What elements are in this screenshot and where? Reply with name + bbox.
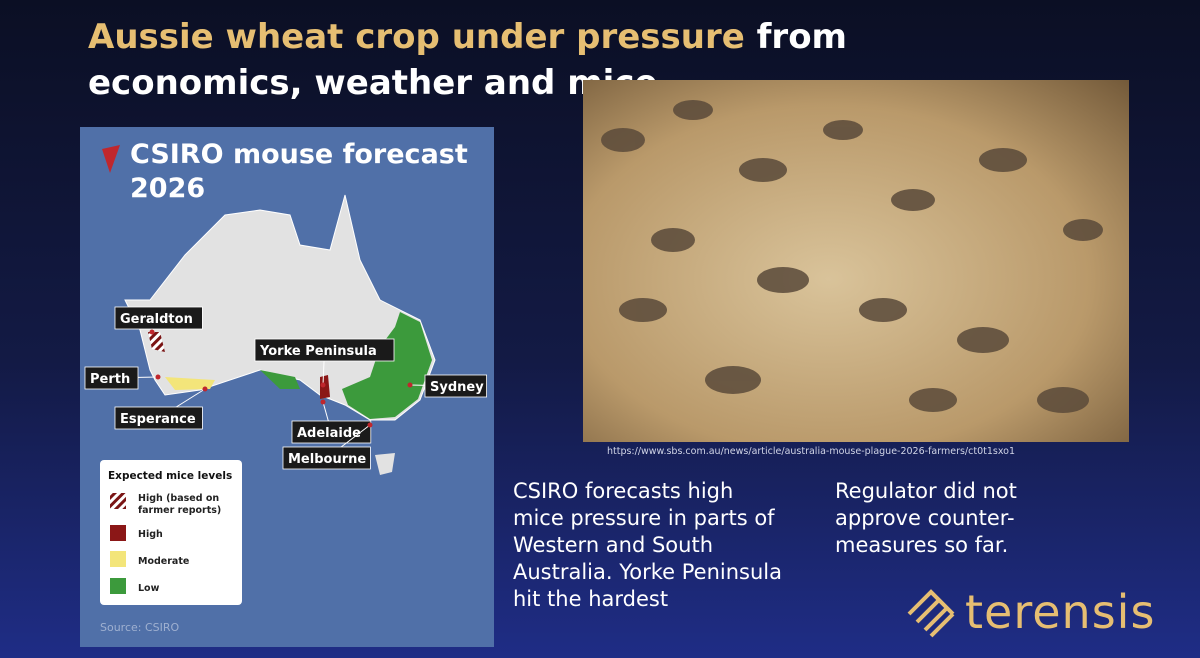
place-label: Sydney — [430, 380, 484, 395]
legend-title: Expected mice levels — [108, 470, 232, 482]
place-label: Adelaide — [297, 426, 361, 441]
australia-shape — [124, 194, 436, 421]
legend-item: High — [138, 529, 163, 540]
hatched-region — [148, 332, 165, 352]
low-region — [342, 312, 432, 419]
moderate-region — [165, 377, 215, 390]
city-dot — [155, 374, 161, 380]
place-label: Melbourne — [288, 452, 366, 467]
map-title: CSIRO mouse forecast 2026 — [130, 139, 468, 204]
photo-caption: https://www.sbs.com.au/news/article/aust… — [606, 446, 1016, 457]
mice-photo — [583, 80, 1129, 442]
tasmania-shape — [375, 453, 395, 475]
low-region — [260, 370, 300, 389]
legend-item: Low — [138, 583, 160, 594]
map-panel: CSIRO mouse forecast 2026 Geraldton Perth E… — [80, 127, 494, 647]
body-text: CSIRO forecasts high mice pressure in pa… — [513, 479, 783, 611]
map-icon — [102, 145, 120, 173]
title-rest: from economics, weather and mice — [88, 17, 847, 103]
city-dot — [320, 399, 326, 405]
city-dot — [320, 382, 326, 388]
place-label: Geraldton — [120, 312, 193, 327]
label-box — [424, 374, 487, 398]
place-label: Yorke Peninsula — [259, 344, 377, 359]
legend-item: Moderate — [138, 556, 189, 567]
legend-swatch — [110, 578, 126, 594]
map-source: Source: CSIRO — [100, 621, 180, 634]
title-highlight: Aussie wheat crop under pressure — [88, 17, 745, 57]
body-text: Regulator did not approve counter-measur… — [835, 479, 1017, 557]
place-label: Perth — [90, 372, 130, 387]
label-box — [282, 446, 371, 470]
label-box — [291, 420, 372, 444]
legend-swatch — [110, 493, 126, 509]
legend-item: High (based on farmer reports) — [138, 493, 221, 516]
city-dot — [149, 329, 155, 335]
slide-title: Aussie wheat crop under pressure from ec… — [88, 14, 1048, 106]
label-box — [254, 338, 395, 362]
label-box — [84, 366, 139, 390]
legend-box — [100, 460, 242, 605]
city-dot — [407, 382, 413, 388]
legend-swatch — [110, 551, 126, 567]
city-dot — [202, 386, 208, 392]
city-dot — [367, 422, 373, 428]
label-box — [114, 406, 203, 430]
place-label: Esperance — [120, 412, 196, 427]
label-box — [114, 306, 203, 330]
logo-text: terensis — [965, 585, 1156, 639]
high-region — [320, 375, 330, 399]
legend-swatch — [110, 525, 126, 541]
logo-mark — [907, 589, 955, 638]
